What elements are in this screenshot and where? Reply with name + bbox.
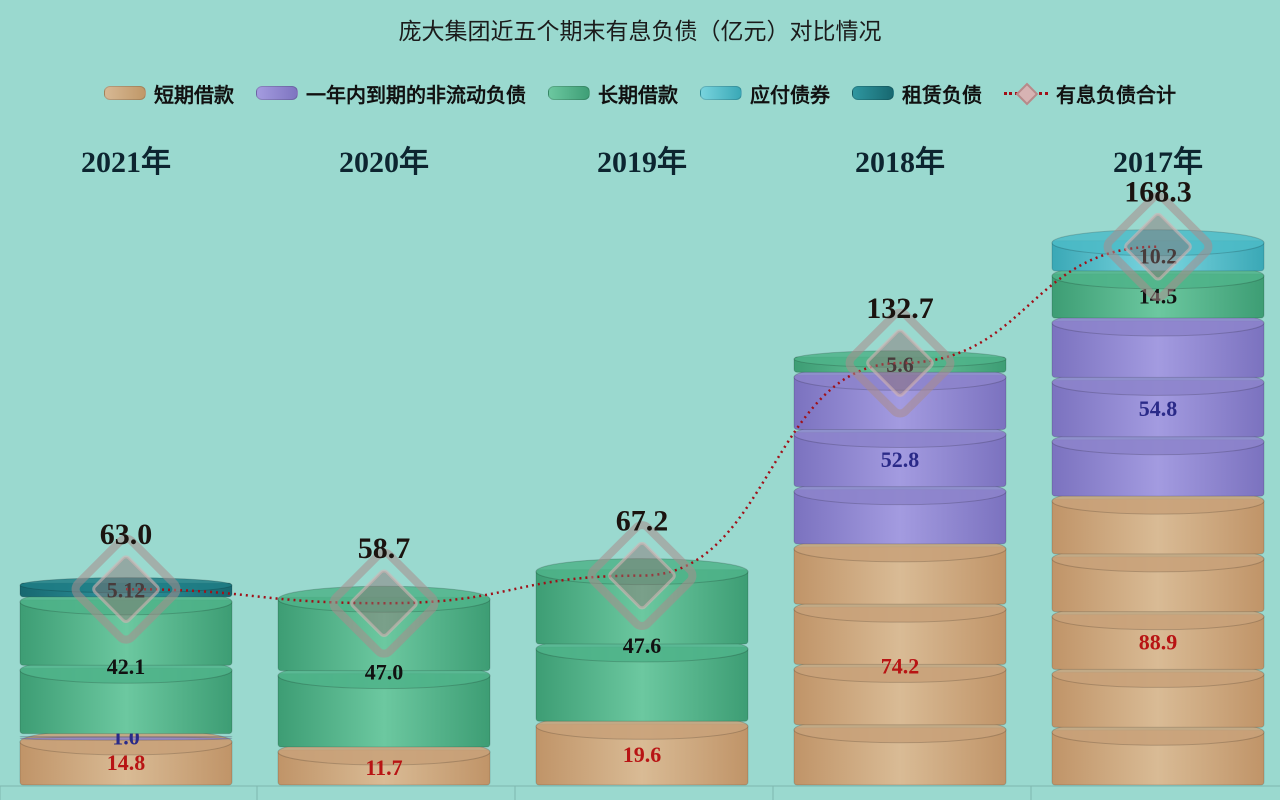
total-label: 63.0	[100, 518, 153, 551]
legend-swatch-total	[1004, 82, 1048, 106]
total-marker	[329, 548, 439, 658]
legend-item-long-term-loans: 长期借款	[548, 79, 678, 108]
legend-item-lease-liabilities: 租赁负债	[852, 79, 982, 108]
value-label-bonds-payable: 10.2	[1139, 243, 1178, 268]
legend-label-bonds-payable: 应付债券	[750, 82, 830, 107]
total-marker-inner	[608, 541, 676, 610]
value-label-long-term-loans: 42.1	[107, 654, 146, 679]
category-label: 2018年	[855, 146, 945, 179]
total-label: 168.3	[1124, 176, 1192, 209]
category-label: 2019年	[597, 146, 687, 179]
category-label: 2017年	[1113, 146, 1203, 179]
value-label-short-term-loans: 88.9	[1139, 630, 1178, 655]
total-label: 58.7	[358, 532, 411, 565]
legend-swatch-bonds-payable	[700, 86, 742, 100]
value-label-short-term-loans: 74.2	[881, 653, 920, 678]
category-label: 2021年	[81, 146, 171, 179]
total-marker	[845, 308, 955, 418]
legend-swatch-current-noncurrent	[256, 86, 298, 100]
value-label-long-term-loans: 47.6	[623, 633, 662, 658]
legend-label-long-term-loans: 长期借款	[598, 82, 678, 107]
chart-title: 庞大集团近五个期末有息负债（亿元）对比情况	[398, 19, 882, 45]
bar-segment-short-term-loans	[793, 535, 1007, 786]
legend-swatch-short-term-loans	[104, 86, 146, 100]
legend-label-total: 有息负债合计	[1056, 82, 1176, 107]
legend-item-current-noncurrent: 一年内到期的非流动负债	[256, 79, 526, 108]
total-marker-inner	[1124, 212, 1192, 281]
total-marker-inner	[866, 329, 934, 397]
total-label: 132.7	[866, 292, 934, 325]
legend-label-short-term-loans: 短期借款	[154, 82, 234, 107]
bar-segment-current-noncurrent	[793, 363, 1007, 545]
legend-swatch-lease-liabilities	[852, 86, 894, 100]
total-marker	[1103, 192, 1213, 302]
value-label-short-term-loans: 14.8	[107, 750, 146, 775]
legend-label-lease-liabilities: 租赁负债	[902, 82, 982, 107]
bar-segment-long-term-loans	[19, 588, 233, 735]
legend-label-current-noncurrent: 一年内到期的非流动负债	[306, 82, 526, 107]
legend-swatch-long-term-loans	[548, 86, 590, 100]
legend-item-bonds-payable: 应付债券	[700, 79, 830, 108]
value-label-current-noncurrent: 54.8	[1139, 396, 1178, 421]
bar-segment-current-noncurrent	[1051, 309, 1265, 497]
legend-item-short-term-loans: 短期借款	[104, 79, 234, 108]
bar-segment-current-noncurrent	[19, 736, 233, 741]
legend: 短期借款 一年内到期的非流动负债 长期借款 应付债券 租赁负债 有息负债合计	[0, 78, 1280, 108]
total-marker	[587, 521, 697, 631]
bar-segment-short-term-loans	[1051, 487, 1265, 786]
total-marker-outer	[845, 308, 955, 418]
total-marker	[71, 534, 181, 644]
value-label-long-term-loans: 5.6	[886, 352, 914, 377]
total-marker-outer	[1103, 192, 1213, 302]
value-label-short-term-loans: 19.6	[623, 742, 662, 767]
category-label: 2020年	[339, 146, 429, 179]
value-label-short-term-loans: 11.7	[365, 755, 402, 780]
total-marker-inner	[350, 569, 418, 638]
bar-disc-top	[19, 736, 233, 741]
value-label-long-term-loans: 47.0	[365, 660, 404, 685]
total-marker-inner	[92, 555, 160, 623]
total-marker-outer	[71, 534, 181, 644]
total-marker-outer	[329, 548, 439, 658]
value-label-current-noncurrent: 52.8	[881, 447, 920, 472]
total-marker-outer	[587, 521, 697, 631]
legend-item-total: 有息负债合计	[1004, 79, 1176, 108]
total-label: 67.2	[616, 505, 669, 538]
